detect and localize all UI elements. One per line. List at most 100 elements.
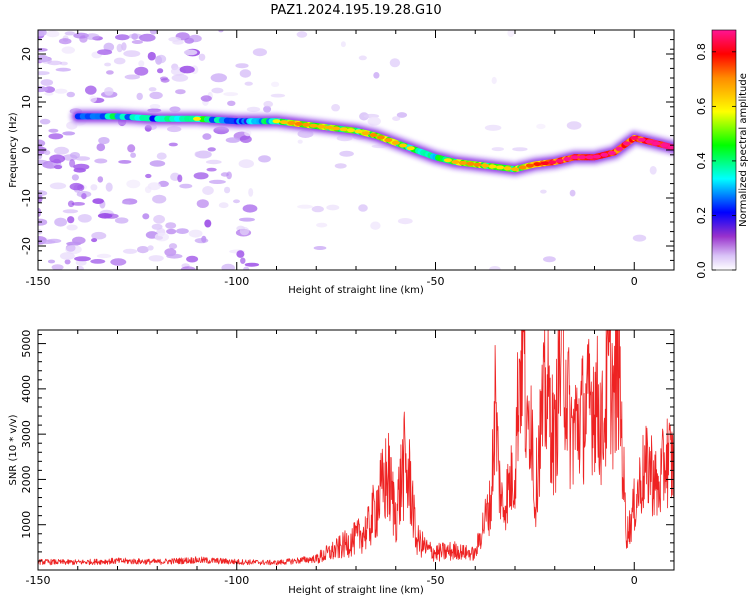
spectrogram-noise-blob [207, 147, 216, 152]
spectrogram-noise-blob [238, 159, 254, 169]
spectrogram-noise-blob [92, 198, 104, 205]
spectrogram-noise-blob [149, 30, 158, 35]
spectrogram-noise-blob [168, 36, 182, 42]
spectrogram-noise-blob [194, 151, 200, 157]
spectrogram-noise-blob [149, 91, 163, 100]
spectrogram-hotspot [645, 139, 654, 144]
spectrogram-noise-blob [69, 182, 84, 191]
snr-x-tick-label: -50 [427, 574, 445, 587]
spectrogram-noise-blob [331, 104, 340, 112]
spectrogram-hotspot [466, 161, 475, 166]
spectrogram-noise-blob [236, 250, 245, 258]
spectrogram-noise-blob [244, 81, 253, 86]
spectrogram-hotspot [563, 157, 572, 161]
spectrogram-noise-blob [156, 54, 167, 64]
spectrogram-noise-blob [179, 65, 195, 74]
spectrogram-noise-blob [507, 30, 515, 37]
spectrogram-noise-blob [270, 93, 286, 98]
spectrogram-noise-blob [202, 133, 212, 140]
spectrogram-noise-blob [177, 174, 183, 183]
spectrogram-noise-blob [89, 95, 97, 103]
spectrogram-hotspot [637, 137, 646, 142]
colorbar-tick-label: 0.6 [695, 98, 708, 116]
snr-x-label: Height of straight line (km) [288, 585, 424, 596]
spectrogram-noise-blob [147, 182, 161, 191]
spectrogram-noise-blob [39, 118, 51, 125]
spectrogram-noise-blob [223, 92, 239, 97]
spectrogram-hotspot [511, 167, 519, 172]
snr-x-tick-label: -150 [26, 574, 51, 587]
spectrogram-noise-blob [91, 231, 107, 240]
spectrogram-noise-blob [202, 186, 214, 195]
spectrogram-noise-blob [85, 85, 97, 95]
colorbar-tick-label: 0.0 [695, 261, 708, 279]
spectrogram-noise-blob [62, 131, 76, 136]
spectrogram-noise-blob [97, 49, 113, 55]
spectrogram-noise-blob [188, 229, 203, 238]
spectrogram-noise-blob [127, 144, 136, 153]
spectrogram-noise-blob [198, 53, 206, 61]
spectrogram-y-tick-label: 0 [20, 147, 33, 154]
spectrogram-noise-blob [98, 137, 110, 145]
spectrogram-noise-blob [67, 200, 75, 208]
spectrogram-hotspot [272, 119, 281, 124]
spectrogram-noise-blob [206, 167, 217, 172]
spectrogram-noise-blob [252, 48, 267, 57]
spectrogram-noise-blob [540, 189, 547, 194]
spectrogram-noise-blob [147, 51, 156, 61]
spectrogram-noise-blob [136, 92, 143, 101]
spectrogram-noise-blob [148, 87, 157, 92]
spectrogram-noise-blob [543, 256, 556, 263]
snr-y-ticks: 1000 2000 3000 4000 5000 [20, 330, 674, 562]
spectrogram-y-tick-label: 20 [20, 47, 33, 61]
spectrogram-noise-blob [134, 66, 149, 76]
spectrogram-noise-blob [149, 104, 161, 109]
spectrogram-noise-blob [97, 213, 113, 219]
spectrogram-noise-blob [62, 209, 79, 214]
snr-y-tick-label: 4000 [20, 375, 33, 403]
spectrogram-noise-blob [96, 143, 106, 152]
colorbar-tick-label: 0.8 [695, 43, 708, 61]
spectrogram-noise-blob [242, 204, 258, 213]
spectrogram-noise-blob [90, 259, 106, 264]
spectrogram-hotspot [287, 121, 296, 125]
spectrogram-noise-blob [65, 244, 82, 255]
spectrogram-noise-blob [96, 253, 112, 259]
spectrogram-noise-blob [484, 124, 502, 131]
colorbar-tick-label: 0.4 [695, 152, 708, 170]
spectrogram-noise-blob [49, 182, 67, 190]
spectrogram-noise-blob [491, 76, 497, 85]
spectrogram-noise-blob [358, 55, 367, 61]
spectrogram-noise-blob [313, 246, 327, 250]
spectrogram-x-tick-label: 0 [631, 275, 638, 288]
spectrogram-noise-blob [512, 147, 528, 152]
spectrogram-hotspot [481, 163, 490, 168]
spectrogram-noise-blob [569, 189, 576, 197]
spectrogram-noise-blob [239, 69, 252, 78]
snr-panel: -150 -100 -50 0 1000 2000 3000 4000 5000 Height… [8, 329, 675, 596]
spectrogram-noise-blob [81, 193, 87, 200]
spectrogram-hotspot [578, 155, 587, 160]
spectrogram-noise-blob [239, 135, 252, 143]
colorbar-ticks: 0.0 0.2 0.4 0.6 0.8 [695, 43, 736, 279]
spectrogram-hotspot [347, 128, 355, 133]
spectrogram-noise-blob [649, 166, 657, 175]
spectrogram-noise-blob [339, 150, 354, 157]
spectrogram-hotspot [533, 162, 542, 167]
spectrogram-noise-blob [248, 188, 254, 197]
spectrogram-noise-blob [104, 62, 112, 67]
spectrogram-x-tick-label: -100 [224, 275, 249, 288]
spectrogram-noise-blob [632, 234, 647, 242]
spectrogram-hotspot [399, 143, 408, 148]
spectrogram-noise-blob [153, 214, 166, 224]
spectrogram-noise-blob [225, 137, 241, 143]
spectrogram-noise-blob [71, 202, 86, 206]
snr-y-tick-label: 2000 [20, 465, 33, 493]
snr-x-tick-label: -100 [224, 574, 249, 587]
spectrogram-noise-blob [200, 95, 212, 102]
spectrogram-noise-blob [114, 217, 129, 224]
spectrogram-noise-blob [218, 30, 224, 33]
spectrogram-noise-blob [46, 30, 60, 38]
spectrogram-hotspot [451, 160, 460, 164]
spectrogram-noise-blob [271, 81, 280, 88]
